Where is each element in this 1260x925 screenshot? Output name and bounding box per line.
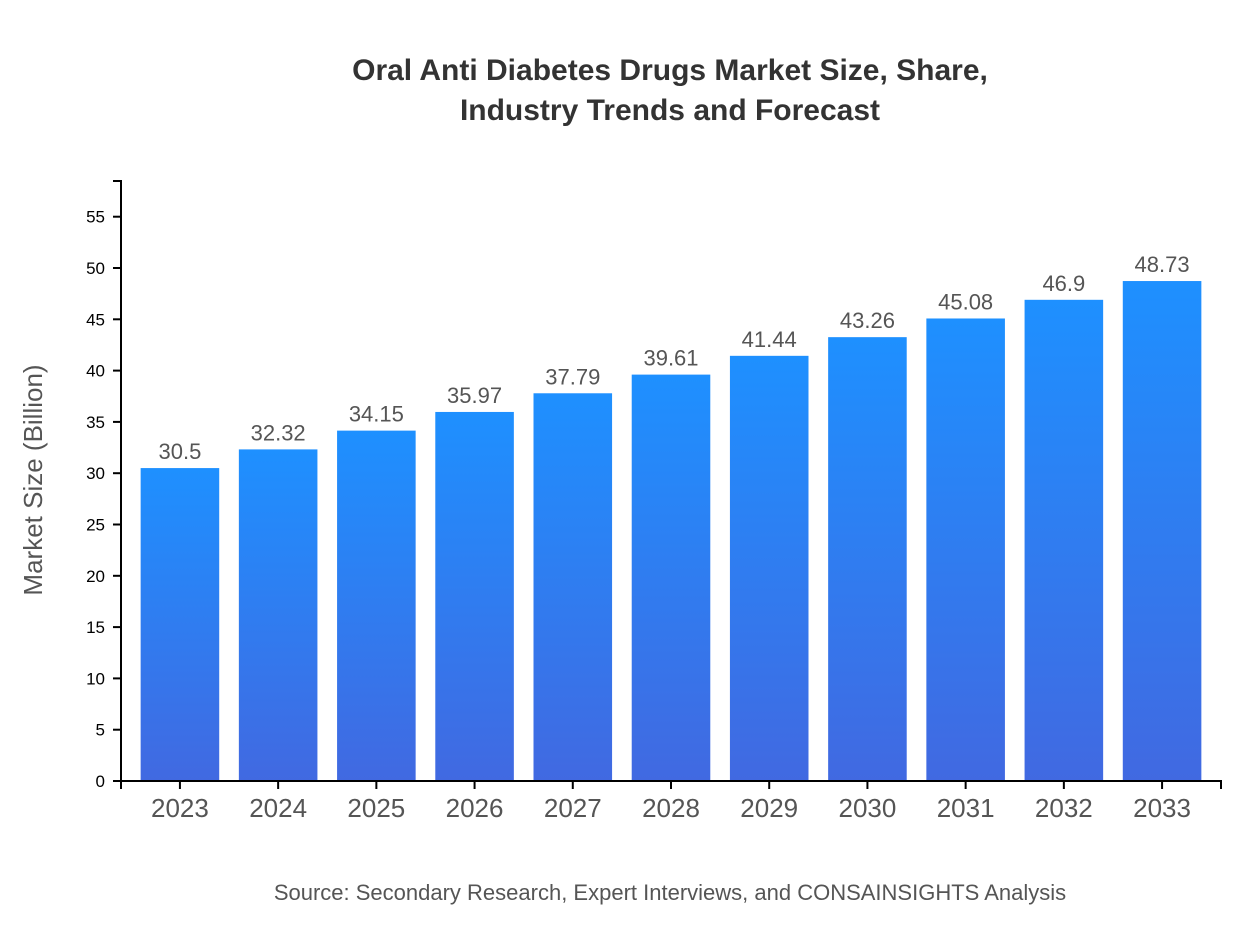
y-tick-label-45: 45	[86, 310, 105, 329]
bar-2032	[1024, 299, 1104, 781]
y-tick-label-25: 25	[86, 516, 105, 535]
x-tick-label-2030: 2030	[839, 793, 897, 823]
y-tick-label-40: 40	[86, 362, 105, 381]
bar-2026	[435, 411, 514, 781]
x-tick-label-2029: 2029	[740, 793, 798, 823]
x-tick-label-2033: 2033	[1133, 793, 1191, 823]
chart-title-line-2: Industry Trends and Forecast	[460, 94, 880, 127]
source-note: Source: Secondary Research, Expert Inter…	[274, 880, 1066, 905]
y-axis-line	[113, 180, 122, 782]
x-tick-label-2024: 2024	[249, 793, 307, 823]
bar-2024	[238, 449, 318, 781]
y-tick-label-0: 0	[96, 772, 105, 791]
y-tick-label-30: 30	[86, 464, 105, 483]
bar-2025	[337, 430, 416, 781]
y-tick-label-10: 10	[86, 669, 105, 688]
data-label-2033: 48.73	[1135, 252, 1190, 277]
y-tick-label-20: 20	[86, 567, 105, 586]
data-label-2024: 32.32	[251, 420, 306, 445]
data-label-2030: 43.26	[840, 308, 895, 333]
bar-2029	[729, 355, 809, 781]
data-label-2027: 37.79	[545, 364, 600, 389]
y-tick-label-15: 15	[86, 618, 105, 637]
x-tick-label-2027: 2027	[544, 793, 602, 823]
bar-2028	[631, 374, 711, 781]
y-tick-label-5: 5	[96, 721, 105, 740]
x-tick-label-2026: 2026	[446, 793, 504, 823]
x-axis-line	[120, 780, 1222, 789]
bar-2027	[533, 393, 613, 781]
y-tick-label-55: 55	[86, 208, 105, 227]
bar-2030	[828, 337, 907, 781]
data-label-2032: 46.9	[1042, 271, 1085, 296]
y-axis-label: Market Size (Billion)	[18, 364, 48, 595]
data-label-2025: 34.15	[349, 402, 404, 427]
x-tick-label-2025: 2025	[347, 793, 405, 823]
data-label-2023: 30.5	[159, 439, 202, 464]
data-label-2029: 41.44	[742, 327, 797, 352]
x-tick-label-2023: 2023	[151, 793, 209, 823]
data-label-2026: 35.97	[447, 383, 502, 408]
x-tick-label-2031: 2031	[937, 793, 995, 823]
bar-2023	[140, 468, 220, 781]
y-tick-label-50: 50	[86, 259, 105, 278]
y-tick-label-35: 35	[86, 413, 105, 432]
data-label-2028: 39.61	[643, 346, 698, 371]
bar-2031	[926, 318, 1005, 781]
chart-title-line-1: Oral Anti Diabetes Drugs Market Size, Sh…	[352, 54, 988, 87]
x-tick-label-2028: 2028	[642, 793, 700, 823]
x-tick-label-2032: 2032	[1035, 793, 1093, 823]
data-label-2031: 45.08	[938, 289, 993, 314]
bar-2033	[1122, 281, 1202, 781]
